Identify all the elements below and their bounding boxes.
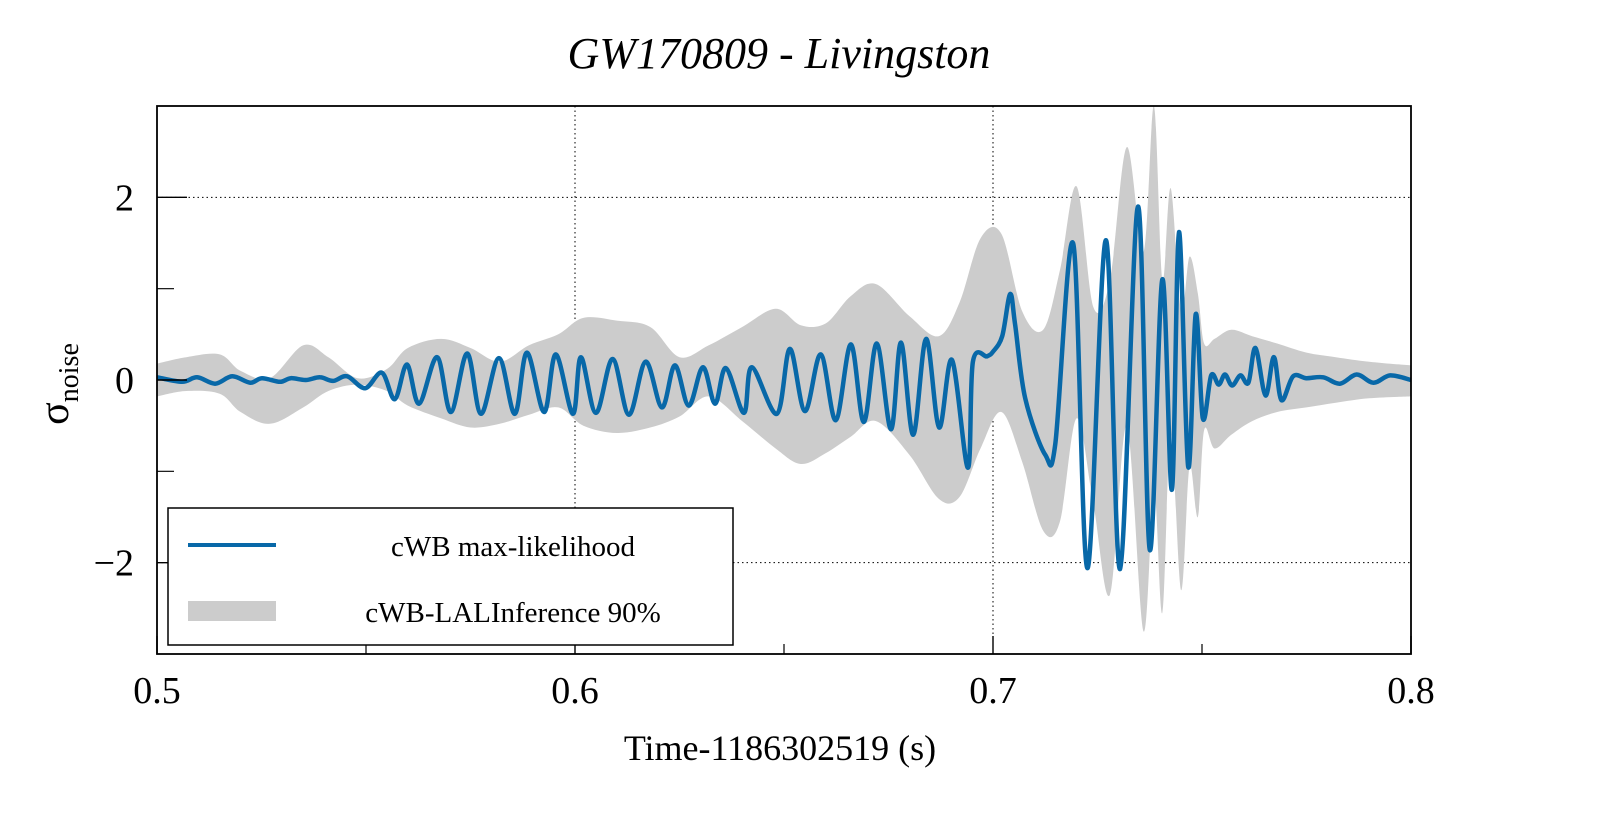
y-tick-label: −2 xyxy=(94,543,134,585)
chart-title: GW170809 - Livingston xyxy=(568,29,991,78)
y-tick-label: 2 xyxy=(115,177,134,219)
x-tick-labels: 0.5 0.6 0.7 0.8 xyxy=(133,670,1435,712)
y-axis-label-symbol: σ xyxy=(32,402,78,425)
max-likelihood-line xyxy=(157,204,1411,572)
legend: cWB max-likelihood cWB-LALInference 90% xyxy=(167,507,734,646)
line-layer xyxy=(157,204,1411,572)
y-axis-label-text: σnoise xyxy=(32,343,85,425)
y-axis-label: σnoise xyxy=(32,343,85,425)
legend-label-credible-band: cWB-LALInference 90% xyxy=(365,597,660,629)
x-tick-label: 0.5 xyxy=(133,670,181,712)
y-tick-labels: −2 0 2 xyxy=(94,177,134,584)
x-tick-label: 0.7 xyxy=(969,670,1017,712)
x-tick-label: 0.8 xyxy=(1387,670,1435,712)
x-tick-label: 0.6 xyxy=(551,670,599,712)
legend-label-max-likelihood: cWB max-likelihood xyxy=(391,531,636,563)
y-axis-label-subscript: noise xyxy=(54,343,85,402)
y-tick-label: 0 xyxy=(115,360,134,402)
x-axis-label: Time-1186302519 (s) xyxy=(624,728,936,768)
legend-box xyxy=(167,507,734,646)
legend-swatch-band xyxy=(188,601,276,621)
